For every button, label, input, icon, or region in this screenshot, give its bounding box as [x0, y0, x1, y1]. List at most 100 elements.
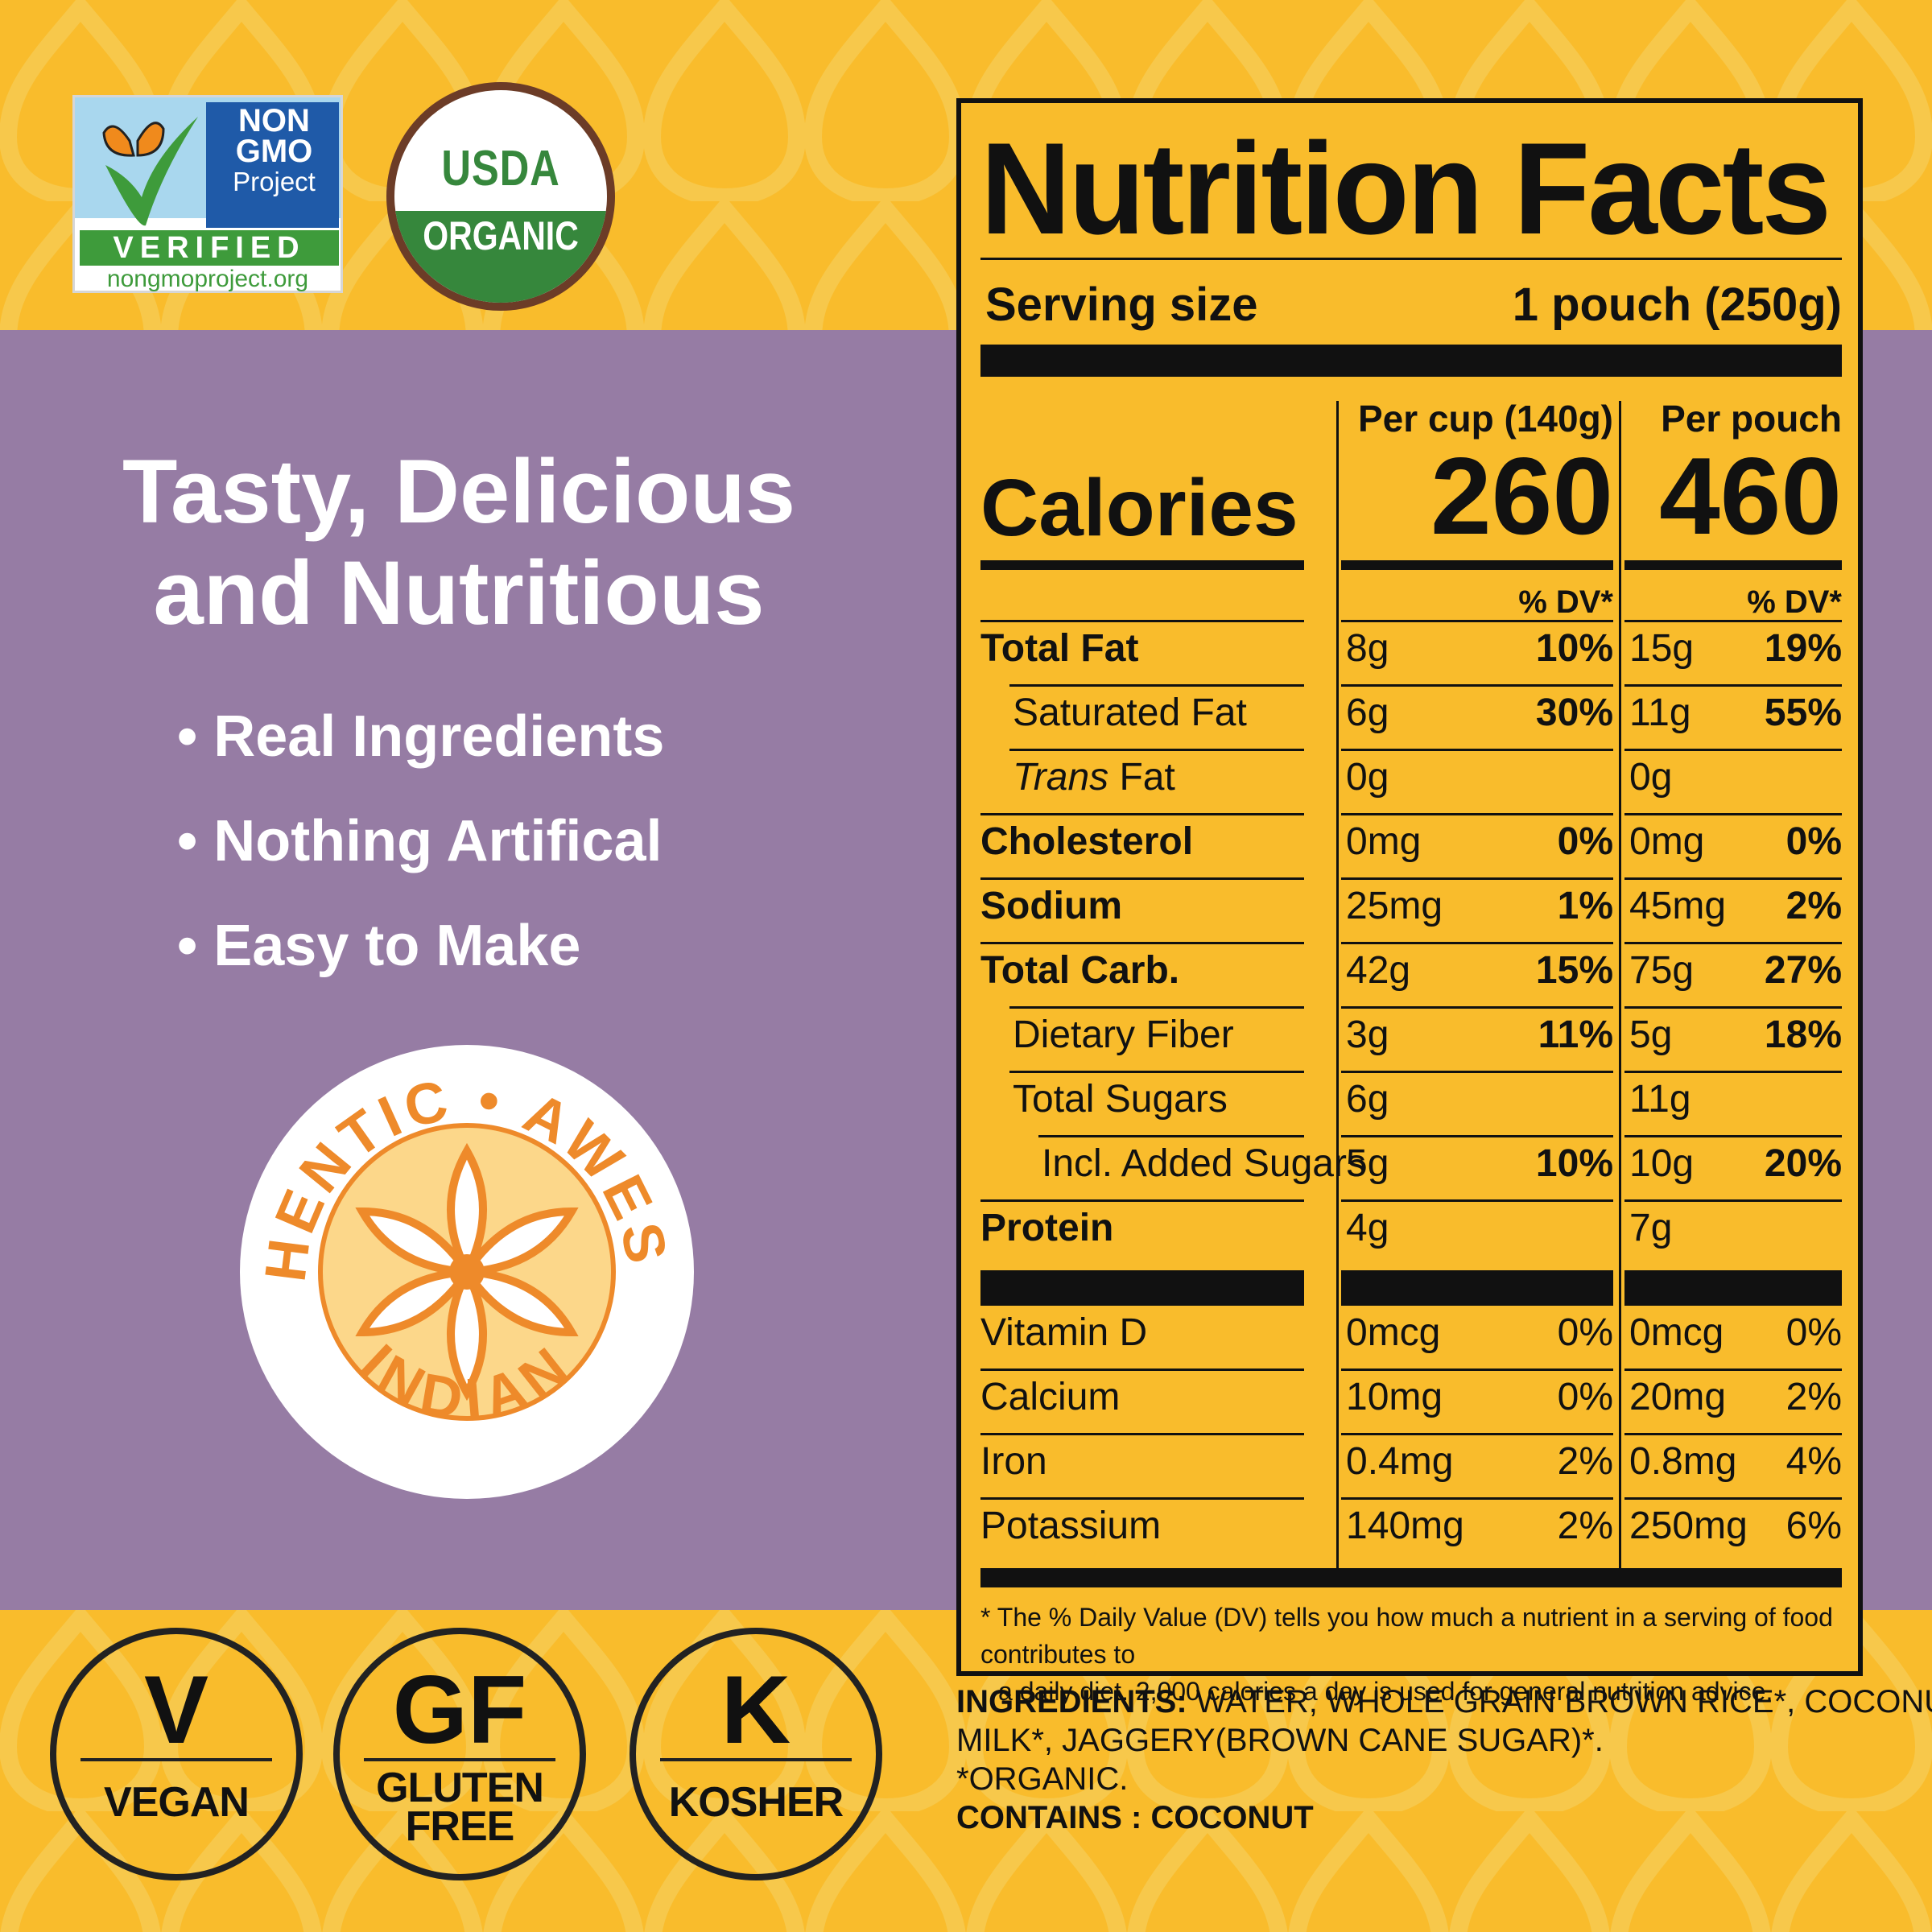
calories-label: Calories [980, 463, 1298, 553]
dv-header-pouch: % DV* [1747, 584, 1842, 620]
nutrient-cup-dv: 10% [1535, 1142, 1613, 1185]
nutrient-cup-amount: 6g [1346, 691, 1389, 734]
kosher-symbol: K [720, 1656, 791, 1764]
nutrient-pouch-dv: 19% [1764, 627, 1842, 670]
serving-size-label: Serving size [985, 279, 1258, 331]
nutrient-pouch-dv: 0% [1785, 820, 1842, 863]
nutrient-pouch-amount: 45mg [1629, 885, 1727, 927]
headline: Tasty, Delicious and Nutritious [32, 441, 886, 644]
footnote-line1: * The % Daily Value (DV) tells you how m… [980, 1603, 1833, 1669]
non-gmo-verified-logo: NON GMO Project VERIFIED nongmoproject.o… [72, 95, 343, 293]
benefit-item: • Nothing Artifical [177, 809, 663, 873]
nutrient-name: Sodium [980, 885, 1122, 927]
nutrient-pouch-dv: 55% [1764, 691, 1842, 734]
vitamin-pouch-amount: 0.8mg [1629, 1440, 1737, 1483]
nutrient-name: Total Sugars [1013, 1078, 1228, 1121]
nutrient-pouch-amount: 15g [1629, 627, 1695, 670]
gluten-free-label1: GLUTEN [376, 1765, 544, 1811]
nutrient-cup-dv: 10% [1535, 627, 1613, 670]
kosher-label: KOSHER [668, 1779, 844, 1826]
nutrient-cup-dv: 30% [1535, 691, 1613, 734]
benefit-item: • Real Ingredients [177, 704, 665, 769]
vitamin-pouch-dv: 4% [1785, 1440, 1842, 1483]
nutrition-facts-label: Nutrition Facts Serving size 1 pouch (25… [956, 98, 1863, 1706]
nutrient-pouch-amount: 75g [1629, 949, 1695, 992]
vitamin-pouch-amount: 0mcg [1629, 1311, 1724, 1354]
vegan-badge: V VEGAN [50, 1628, 303, 1880]
headline-line2: and Nutritious [153, 543, 765, 643]
nutrient-pouch-dv: 2% [1785, 885, 1842, 927]
ingredients-line3: *ORGANIC. [956, 1761, 1129, 1797]
ingredients-label: INGREDIENTS: [956, 1684, 1187, 1719]
daily-value-footnote: * The % Daily Value (DV) tells you how m… [980, 1599, 1842, 1710]
vitamin-name: Vitamin D [980, 1311, 1148, 1354]
vitamin-cup-amount: 140mg [1346, 1505, 1464, 1547]
nutrient-pouch-amount: 5g [1629, 1013, 1673, 1056]
nutrient-pouch-amount: 0mg [1629, 820, 1705, 863]
authentic-awesome-indian-badge: AUTHENTIC • AWESOME INDIAN [233, 1038, 694, 1499]
nutrient-pouch-amount: 11g [1629, 1078, 1691, 1121]
nutrient-cup-amount: 6g [1346, 1078, 1389, 1121]
vitamin-name: Iron [980, 1440, 1047, 1483]
nutrient-pouch-amount: 7g [1629, 1207, 1673, 1249]
vitamin-cup-dv: 0% [1557, 1376, 1613, 1418]
nutrient-name: Total Fat [980, 627, 1139, 670]
ingredients-block: INGREDIENTS: WATER, WHOLE GRAIN BROWN RI… [956, 1682, 1932, 1837]
gluten-free-symbol: GF [392, 1656, 527, 1764]
vitamin-cup-amount: 0.4mg [1346, 1440, 1454, 1483]
nutrient-cup-dv: 15% [1535, 949, 1613, 992]
nutrient-cup-amount: 8g [1346, 627, 1389, 670]
contains-value: COCONUT [1141, 1800, 1314, 1835]
vitamin-cup-dv: 2% [1557, 1440, 1613, 1483]
nongmo-line3: Project [233, 167, 316, 196]
nutrient-cup-amount: 3g [1346, 1013, 1389, 1056]
nongmo-verified: VERIFIED [80, 230, 339, 266]
vitamin-pouch-dv: 0% [1785, 1311, 1842, 1354]
ingredients-line1: WATER, WHOLE GRAIN BROWN RICE*, COCONUT [1187, 1684, 1932, 1719]
nutrient-pouch-amount: 10g [1629, 1142, 1695, 1185]
nongmo-line1: NON [238, 103, 310, 138]
gluten-free-label2: FREE [405, 1803, 515, 1850]
nutrition-title: Nutrition Facts [980, 116, 1831, 262]
vegan-label: VEGAN [104, 1779, 250, 1826]
nutrient-cup-dv: 0% [1557, 820, 1613, 863]
benefit-list: • Real Ingredients • Nothing Artifical •… [177, 684, 664, 998]
nutrient-pouch-dv: 20% [1764, 1142, 1842, 1185]
nutrient-pouch-amount: 11g [1629, 691, 1691, 734]
nutrient-pouch-dv: 27% [1764, 949, 1842, 992]
nutrient-name: Protein [980, 1207, 1114, 1249]
organic-text: ORGANIC [423, 213, 579, 258]
vegan-symbol: V [143, 1656, 209, 1764]
per-cup-header: Per cup (140g) [1358, 398, 1613, 440]
calories-per-cup: 260 [1430, 435, 1613, 557]
vitamin-cup-dv: 2% [1557, 1505, 1613, 1547]
gluten-free-badge: GF GLUTEN FREE [333, 1628, 586, 1880]
vitamin-cup-amount: 0mcg [1346, 1311, 1441, 1354]
ingredients-line2: MILK*, JAGGERY(BROWN CANE SUGAR)*. [956, 1723, 1604, 1758]
vitamin-cup-dv: 0% [1557, 1311, 1613, 1354]
nutrient-name: Incl. Added Sugars [1042, 1142, 1366, 1185]
headline-line1: Tasty, Delicious [122, 441, 796, 542]
dv-header-cup: % DV* [1518, 584, 1613, 620]
nongmo-line2: GMO [235, 134, 313, 169]
per-pouch-header: Per pouch [1661, 398, 1842, 440]
usda-text: USDA [441, 141, 560, 196]
serving-size-value: 1 pouch (250g) [1512, 279, 1842, 331]
benefit-item: • Easy to Make [177, 914, 581, 978]
nutrient-cup-amount: 25mg [1346, 885, 1443, 927]
nutrient-cup-amount: 5g [1346, 1142, 1389, 1185]
nutrient-pouch-amount: 0g [1629, 756, 1673, 799]
calories-per-pouch: 460 [1659, 435, 1842, 557]
vitamin-name: Potassium [980, 1505, 1162, 1547]
vitamin-name: Calcium [980, 1376, 1121, 1418]
vitamin-pouch-dv: 2% [1785, 1376, 1842, 1418]
nutrient-name: Saturated Fat [1013, 691, 1247, 734]
nutrient-pouch-dv: 18% [1764, 1013, 1842, 1056]
footnote-line2: a daily diet. 2,000 calories a day is us… [998, 1677, 1773, 1706]
nutrient-name: Trans Fat [1013, 756, 1175, 799]
vitamin-pouch-dv: 6% [1785, 1505, 1842, 1547]
nutrient-cup-amount: 4g [1346, 1207, 1389, 1249]
nutrient-cup-dv: 11% [1538, 1013, 1613, 1056]
vitamin-cup-amount: 10mg [1346, 1376, 1443, 1418]
usda-organic-seal: USDA ORGANIC [386, 82, 615, 311]
